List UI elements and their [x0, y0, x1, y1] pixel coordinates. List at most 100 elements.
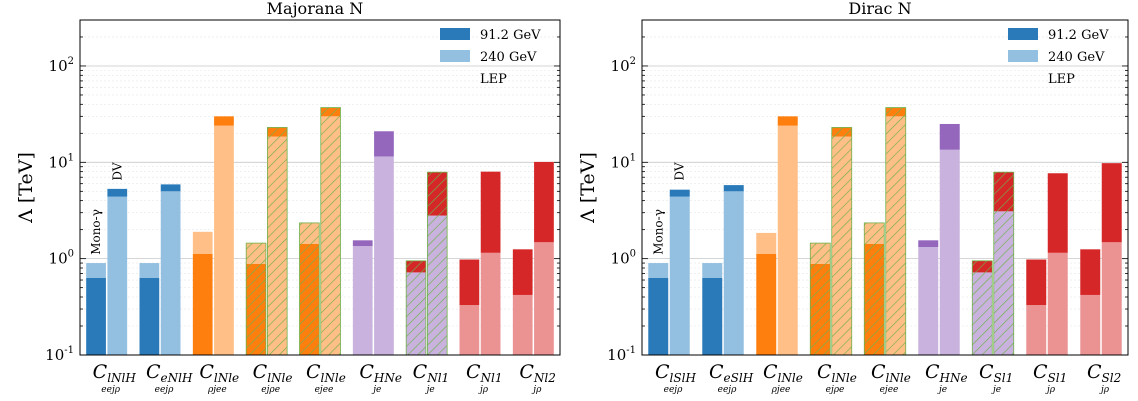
y-tick-label: 10-1	[607, 345, 636, 364]
axes-frame	[79, 19, 561, 356]
bar-upper	[160, 184, 181, 192]
x-label-subsub: ejρe	[261, 385, 280, 395]
bar-hatch	[885, 107, 907, 356]
annotation-dv: DV	[673, 162, 687, 180]
x-label-letter: C	[1033, 361, 1048, 383]
y-tick-base: 10	[49, 153, 68, 171]
x-label-letter: C	[1087, 361, 1102, 383]
bar-hatch	[267, 127, 288, 356]
x-label-main: CeSlH	[709, 361, 754, 385]
x-label-main: CSl1	[1033, 361, 1067, 385]
x-label-letter: C	[871, 361, 886, 383]
annotation-dv: DV	[110, 162, 124, 180]
bar-lower	[1026, 305, 1047, 355]
y-tick-base: 10	[49, 57, 68, 75]
x-label-sub: lNlH	[107, 371, 136, 385]
x-label-sub: lNle	[886, 371, 911, 385]
bar-lep	[86, 263, 106, 278]
legend-swatch	[440, 28, 470, 40]
bar-upper	[1101, 163, 1122, 243]
x-label-subsub: eejρ	[155, 385, 174, 395]
x-label-letter: C	[93, 361, 108, 383]
x-label-main: CSl1	[979, 361, 1013, 385]
bar-upper	[939, 123, 960, 150]
bar-lower	[1080, 294, 1101, 355]
bar-upper	[352, 240, 373, 247]
x-label-subsub: jρ	[531, 385, 542, 395]
x-label-subsub: eejρ	[664, 385, 683, 395]
y-tick-label: 102	[611, 56, 636, 75]
x-label-letter: C	[466, 361, 481, 383]
legend-swatch	[1008, 28, 1038, 40]
x-label-sub: HNe	[373, 371, 402, 385]
x-label-sub: lNle	[267, 371, 292, 385]
y-tick-label: 100	[49, 249, 74, 268]
y-tick-base: 10	[611, 153, 630, 171]
bar-lep	[648, 263, 669, 278]
bar-upper	[534, 161, 554, 243]
x-label-letter: C	[817, 361, 832, 383]
x-label-sub: eNlH	[161, 371, 193, 385]
y-tick-exp: -1	[626, 345, 636, 356]
x-label-main: ClNle	[817, 361, 857, 385]
bar-lep	[756, 232, 777, 254]
legend-label: 240 GeV	[480, 50, 537, 65]
legend-label: LEP	[480, 72, 507, 87]
legend-label: 91.2 GeV	[1048, 28, 1109, 43]
y-tick-base: 10	[607, 346, 626, 364]
x-label-subsub: ejee	[315, 385, 334, 395]
bar-lower	[192, 253, 213, 355]
bar-lower	[139, 277, 160, 355]
bar-hatch	[863, 222, 885, 356]
x-label-subsub: jρ	[478, 385, 489, 395]
x-label-letter: C	[979, 361, 994, 383]
bar-lower	[86, 277, 106, 355]
x-label-subsub: je	[371, 385, 381, 395]
x-label-subsub: je	[937, 385, 947, 395]
bar-lower	[777, 125, 798, 355]
x-label-sub: lNle	[832, 371, 857, 385]
bar-lower	[214, 125, 234, 355]
legend-swatch	[440, 50, 470, 62]
x-label-sub: Sl2	[1102, 371, 1122, 385]
legend-label: 91.2 GeV	[480, 28, 541, 43]
bar-upper	[512, 249, 533, 295]
bar-hatch	[809, 242, 831, 356]
y-tick-exp: 2	[630, 56, 636, 67]
bar-hatch	[320, 107, 341, 356]
y-tick-exp: 1	[68, 152, 74, 163]
bar-lower	[723, 191, 744, 355]
bar-hatch	[299, 222, 320, 356]
legend-label: 240 GeV	[1048, 50, 1105, 65]
bar-hatch	[831, 127, 853, 356]
x-label-letter: C	[199, 361, 214, 383]
y-axis-label: Λ [TeV]	[577, 152, 599, 224]
chart-title: Majorana N	[267, 0, 364, 18]
x-label-sub: Nl1	[426, 371, 449, 385]
x-label-main: ClNle	[871, 361, 911, 385]
bar-upper	[107, 188, 128, 197]
y-tick-exp: 2	[68, 56, 74, 67]
x-label-subsub: eejρ	[718, 385, 737, 395]
x-label-subsub: jρ	[1099, 385, 1110, 395]
bar-upper	[214, 116, 234, 126]
x-label-subsub: eejρ	[101, 385, 120, 395]
x-label-main: ClNlH	[93, 361, 137, 385]
y-tick-label: 10-1	[45, 345, 74, 364]
x-label-main: ClSlH	[655, 361, 696, 385]
bar-lep	[702, 263, 723, 278]
x-label-main: CNl1	[466, 361, 503, 385]
bar-lep	[139, 263, 160, 278]
x-label-letter: C	[763, 361, 778, 383]
x-label-sub: Nl2	[533, 371, 556, 385]
bar-hatch	[245, 242, 267, 356]
x-label-letter: C	[925, 361, 940, 383]
y-tick-base: 10	[611, 57, 630, 75]
bar-lower	[459, 305, 480, 355]
x-label-main: ClNle	[763, 361, 803, 385]
x-label-sub: Sl1	[994, 371, 1014, 385]
bar-lower	[756, 253, 777, 355]
x-label-main: CNl2	[519, 361, 556, 385]
